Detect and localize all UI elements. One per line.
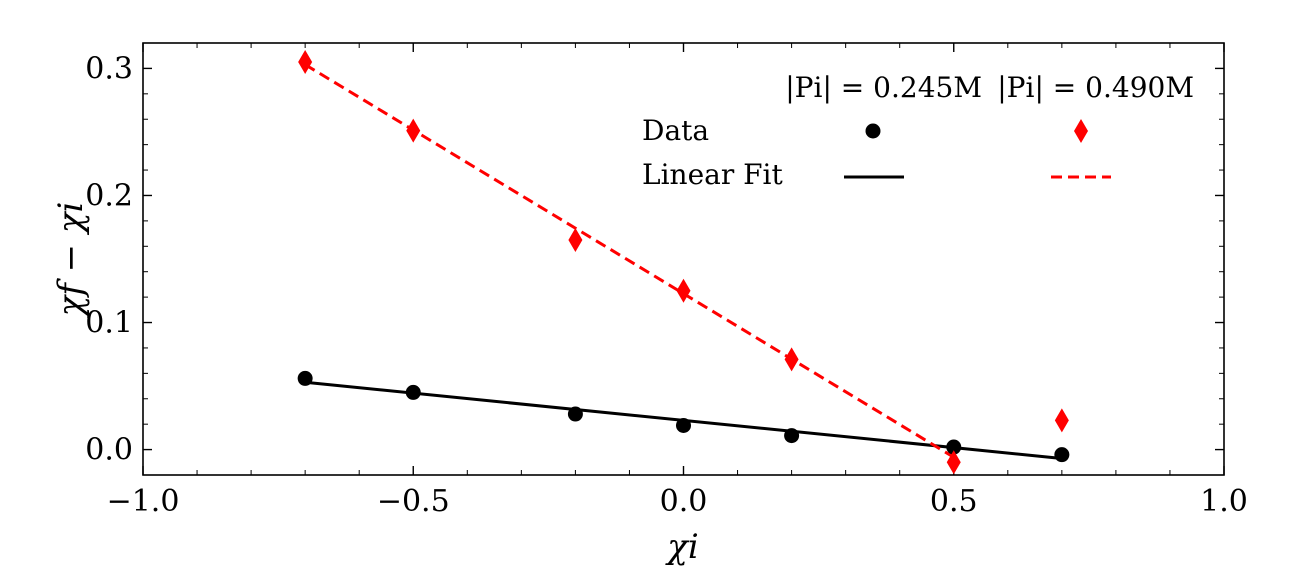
legend-header-series-1: |Pi| = 0.245M [785, 71, 982, 104]
legend-header-series-2: |Pi| = 0.490M [997, 71, 1194, 104]
data-point-series-1 [946, 439, 962, 455]
data-point-series-2 [298, 50, 313, 75]
y-tick-label: 0.1 [85, 306, 133, 341]
x-tick-label: −0.5 [377, 484, 450, 519]
data-point-series-2 [568, 227, 583, 252]
y-tick-label: 0.0 [85, 433, 133, 468]
data-point-series-2 [1054, 408, 1069, 433]
legend-marker-circle [865, 123, 881, 139]
y-axis-label: χf − χi [51, 202, 91, 319]
data-point-series-1 [297, 370, 313, 386]
data-point-series-1 [676, 417, 691, 433]
data-point-series-2 [946, 450, 961, 475]
legend-row-data-label: Data [642, 114, 709, 147]
data-point-series-1 [405, 384, 421, 400]
x-tick-label: −1.0 [107, 484, 180, 519]
data-point-series-2 [406, 118, 421, 143]
y-tick-label: 0.2 [85, 178, 133, 213]
x-tick-label: 1.0 [1200, 484, 1248, 519]
axis-ticks: −1.0 −0.5 0.0 0.5 1.0 0.0 0.1 0.2 0.3 [85, 43, 1248, 519]
x-tick-label: 0.0 [660, 484, 708, 519]
data-points [297, 50, 1070, 475]
legend-row-fit-label: Linear Fit [642, 158, 784, 191]
legend: |Pi| = 0.245M |Pi| = 0.490M Data Linear … [642, 71, 1194, 191]
data-point-series-2 [784, 347, 799, 372]
x-tick-label: 0.5 [930, 484, 978, 519]
legend-marker-diamond [1074, 119, 1088, 143]
y-tick-label: 0.3 [85, 51, 133, 86]
data-point-series-1 [567, 406, 583, 422]
data-point-series-2 [676, 278, 691, 303]
x-axis-label: χi [665, 527, 698, 567]
data-point-series-1 [1054, 447, 1070, 463]
fit-line-series-2 [304, 63, 955, 459]
data-point-series-1 [784, 428, 800, 444]
